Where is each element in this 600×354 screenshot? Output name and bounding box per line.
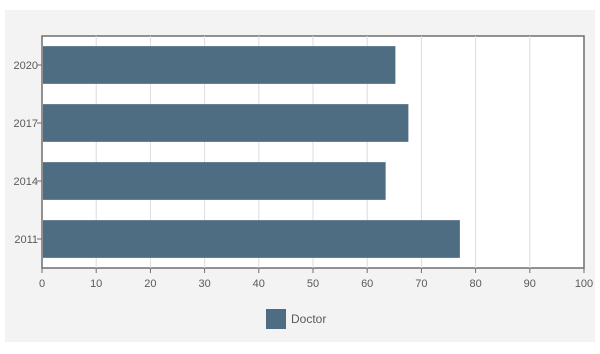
bar-2011 (43, 220, 460, 258)
x-tick-label: 70 (415, 278, 427, 290)
x-tick-label: 40 (253, 278, 265, 290)
y-axis-labels: 2020 2017 2014 2011 (14, 60, 42, 246)
x-tick-label: 0 (39, 278, 45, 290)
y-tick-label-2017: 2017 (14, 118, 38, 130)
bars (43, 46, 460, 258)
x-tick-label: 30 (198, 278, 210, 290)
bar-2014 (43, 162, 386, 200)
x-tick-label: 10 (90, 278, 102, 290)
legend-label-doctor: Doctor (291, 312, 326, 326)
x-tick-label: 60 (361, 278, 373, 290)
legend-swatch (266, 309, 286, 329)
x-tick-label: 50 (307, 278, 319, 290)
legend: Doctor (266, 309, 326, 329)
x-tick-label: 20 (144, 278, 156, 290)
y-tick-label-2014: 2014 (14, 176, 38, 188)
x-tick-label: 80 (469, 278, 481, 290)
x-tick-label: 100 (575, 278, 593, 290)
x-tick-label: 90 (524, 278, 536, 290)
bar-2020 (43, 46, 396, 84)
bar-2017 (43, 104, 409, 142)
y-tick-label-2020: 2020 (14, 60, 38, 72)
x-axis-labels: 0 10 20 30 40 50 60 70 80 90 100 (39, 268, 593, 290)
y-tick-label-2011: 2011 (14, 234, 38, 246)
